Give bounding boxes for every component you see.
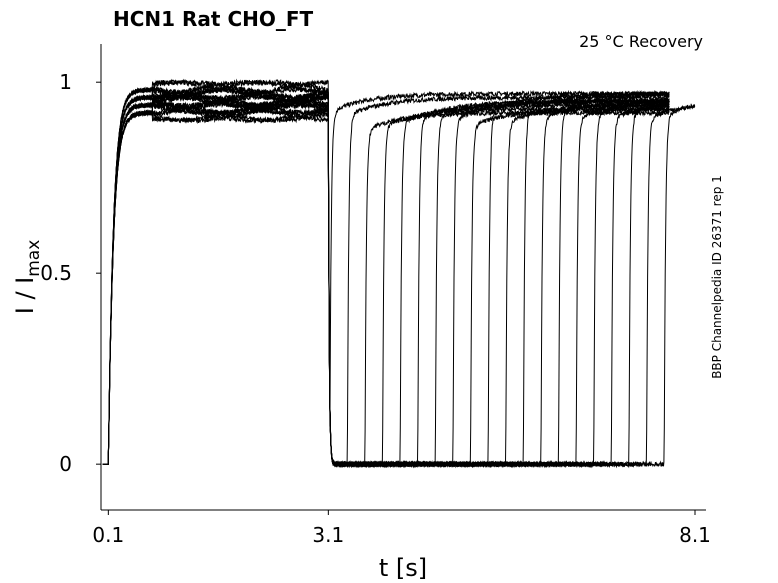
plot-area: 0.1 3.1 8.1 0 0.5 1: [40, 44, 711, 547]
x-tick-label: 0.1: [92, 523, 124, 547]
y-tick-label: 0.5: [40, 261, 72, 285]
current-trace: [102, 79, 670, 469]
y-tick-label: 1: [59, 70, 72, 94]
current-trace: [102, 79, 670, 469]
y-axis-label: I / Imax: [11, 240, 44, 315]
x-tick-label: 3.1: [312, 523, 344, 547]
y-axis-label-subscript: max: [24, 240, 44, 277]
x-axis-label: t [s]: [379, 554, 427, 582]
current-trace: [102, 86, 670, 469]
y-axis-label-main: I / I: [11, 277, 39, 315]
current-trace: [102, 101, 670, 469]
current-trace: [102, 93, 696, 469]
current-trace: [102, 78, 670, 465]
source-id-label: BBP Channelpedia ID 26371 rep 1: [710, 175, 724, 379]
current-trace: [102, 85, 670, 469]
current-trace: [102, 78, 670, 468]
current-trace: [102, 86, 670, 469]
current-traces: [102, 78, 696, 469]
y-tick-label: 0: [59, 452, 72, 476]
current-trace: [102, 85, 670, 469]
chart-title: HCN1 Rat CHO_FT: [113, 7, 314, 31]
x-tick-label: 8.1: [679, 523, 711, 547]
condition-label: 25 °C Recovery: [579, 32, 703, 51]
axis-ticks: 0.1 3.1 8.1 0 0.5 1: [40, 70, 711, 547]
current-trace: [102, 78, 670, 469]
current-trace: [102, 101, 696, 469]
